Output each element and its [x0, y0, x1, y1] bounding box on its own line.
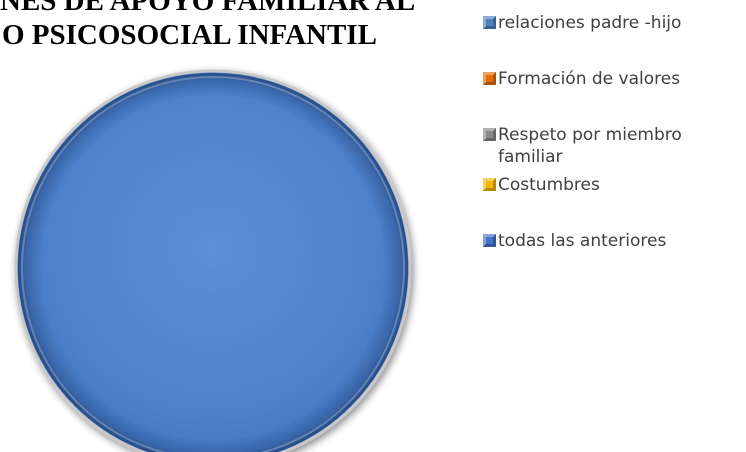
- legend-swatch-todas: [483, 234, 496, 247]
- pie-slice-todas-las-anteriores-bevel: [18, 73, 408, 452]
- legend-label-formacion: Formación de valores: [498, 69, 681, 89]
- pie-slice-todas-las-anteriores-highlight: [21, 76, 405, 452]
- legend-item-respeto: Respeto por miembro familiar: [483, 124, 682, 168]
- legend-swatch-formacion: [483, 72, 496, 85]
- legend-label-respeto: Respeto por miembro familiar: [498, 124, 682, 168]
- chart-title-line-2: O PSICOSOCIAL INFANTIL: [2, 19, 377, 51]
- legend-item-formacion: Formación de valores: [483, 68, 680, 90]
- legend-item-costumbres: Costumbres: [483, 174, 600, 196]
- chart-title-line-1: NES DE APOYO FAMILIAR AL: [0, 0, 416, 17]
- legend-item-relaciones: relaciones padre -hijo: [483, 12, 681, 34]
- legend-label-relaciones: relaciones padre -hijo: [498, 13, 682, 33]
- legend-swatch-relaciones: [483, 16, 496, 29]
- legend-swatch-costumbres: [483, 178, 496, 191]
- legend-label-costumbres: Costumbres: [498, 175, 600, 195]
- legend-label-respeto-line-1: Respeto por miembro: [498, 125, 682, 145]
- legend-label-todas: todas las anteriores: [498, 231, 667, 251]
- legend-swatch-respeto: [483, 128, 496, 141]
- legend-label-respeto-line-2: familiar: [498, 147, 563, 167]
- chart-title: NES DE APOYO FAMILIAR AL O PSICOSOCIAL I…: [0, 0, 480, 52]
- pie-slices: [14, 69, 412, 452]
- legend-item-todas: todas las anteriores: [483, 230, 666, 252]
